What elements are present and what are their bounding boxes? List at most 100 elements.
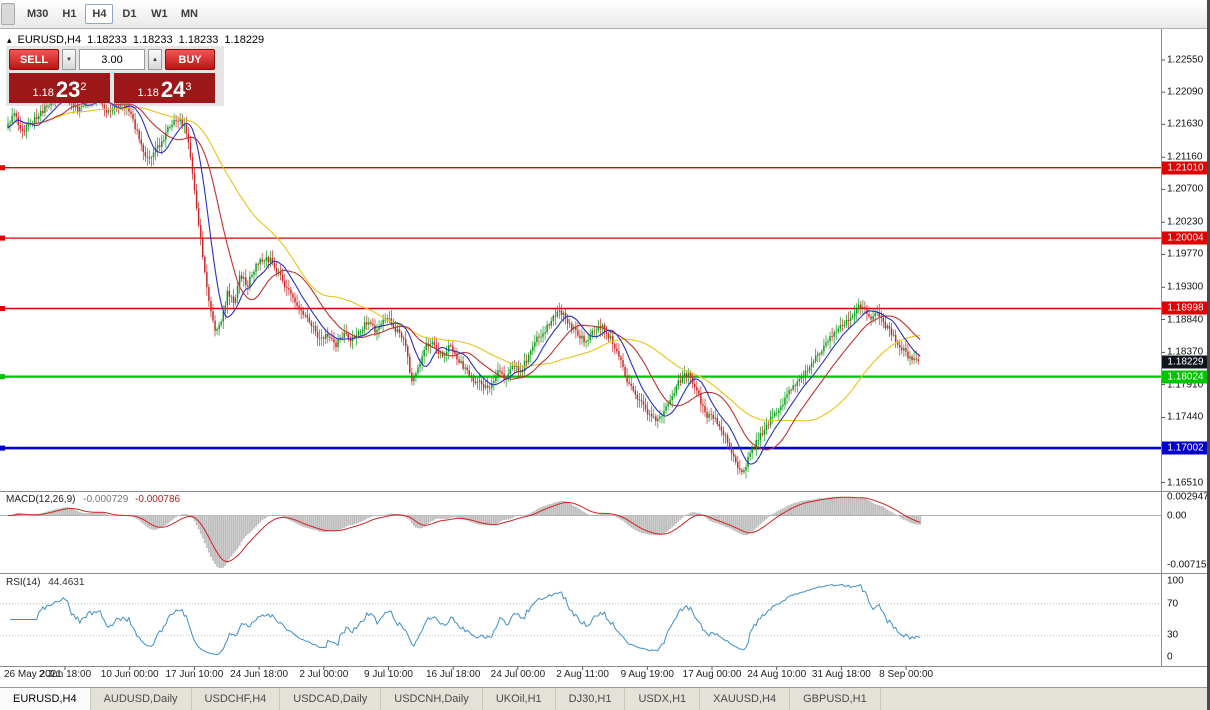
chart-tab-dj30-h1[interactable]: DJ30,H1 bbox=[556, 688, 626, 710]
time-axis-label: 9 Jul 10:00 bbox=[364, 669, 413, 680]
volume-input[interactable] bbox=[79, 49, 145, 70]
sell-button[interactable]: SELL bbox=[9, 49, 59, 70]
rsi-label-row: RSI(14) 44.4631 bbox=[6, 577, 84, 588]
price-axis-label: 1.22550 bbox=[1167, 54, 1204, 66]
level-price-badge: 1.18998 bbox=[1162, 301, 1209, 315]
time-axis-label: 16 Jul 18:00 bbox=[425, 669, 481, 680]
time-axis-label: 17 Aug 00:00 bbox=[682, 669, 742, 680]
volume-decrease-button[interactable]: ▼ bbox=[62, 49, 76, 70]
macd-main-value: -0.000729 bbox=[83, 494, 129, 505]
level-price-badge: 1.21010 bbox=[1162, 161, 1209, 175]
buy-button[interactable]: BUY bbox=[165, 49, 215, 70]
one-click-trading-panel: SELL ▼ ▲ BUY 1.18 23 2 1.18 24 3 bbox=[6, 46, 224, 106]
symbol-pointer-icon: ▴ bbox=[7, 34, 12, 45]
level-line-handle[interactable] bbox=[0, 445, 5, 451]
time-axis-label: 2 Jun 18:00 bbox=[38, 669, 92, 680]
macd-scale-label: 0.00 bbox=[1167, 510, 1187, 522]
time-axis-label: 9 Aug 19:00 bbox=[620, 669, 674, 680]
level-line-handle[interactable] bbox=[0, 165, 5, 171]
timeframe-button-partial[interactable] bbox=[1, 3, 15, 25]
bid-prefix: 1.18 bbox=[32, 87, 54, 99]
chart-tab-usdcnh-daily[interactable]: USDCNH,Daily bbox=[381, 688, 483, 710]
window-border bbox=[1207, 0, 1210, 710]
symbol-label: EURUSD,H4 bbox=[17, 34, 82, 46]
timeframe-button-w1[interactable]: W1 bbox=[145, 4, 173, 24]
rsi-scale-label: 100 bbox=[1167, 575, 1184, 587]
bear-candle-bodies bbox=[15, 91, 919, 473]
time-axis-label: 24 Aug 10:00 bbox=[747, 669, 807, 680]
chart-tab-eurusd-h4[interactable]: EURUSD,H4 bbox=[0, 688, 91, 710]
chart-tab-usdchf-h4[interactable]: USDCHF,H4 bbox=[192, 688, 281, 710]
level-line-handle[interactable] bbox=[0, 235, 5, 241]
ma-slow-yellow bbox=[7, 107, 921, 422]
price-axis-label: 1.21160 bbox=[1167, 151, 1203, 163]
price-axis-label: 1.22090 bbox=[1167, 86, 1204, 98]
sell-price-tile[interactable]: 1.18 23 2 bbox=[9, 73, 110, 103]
timeframe-toolbar: M30 H1 H4 D1 W1 MN bbox=[0, 0, 1210, 29]
macd-signal-value: -0.000786 bbox=[135, 494, 181, 505]
ohlc-low: 1.18233 bbox=[178, 34, 219, 46]
trade-prices-row: 1.18 23 2 1.18 24 3 bbox=[9, 73, 221, 103]
chart-tab-usdcad-daily[interactable]: USDCAD,Daily bbox=[280, 688, 382, 710]
macd-scale-label: -0.007151 bbox=[1167, 559, 1210, 571]
bid-pip-digit: 2 bbox=[80, 81, 87, 93]
time-axis-label: 10 Jun 00:00 bbox=[100, 669, 159, 680]
chart-tab-ukoil-h1[interactable]: UKOil,H1 bbox=[483, 688, 556, 710]
ma-fast-blue bbox=[7, 96, 921, 465]
level-price-badge: 1.17002 bbox=[1162, 441, 1209, 455]
price-axis-label: 1.19770 bbox=[1167, 248, 1204, 260]
rsi-scale-label: 30 bbox=[1167, 629, 1179, 641]
ohlc-open: 1.18233 bbox=[87, 34, 127, 46]
ma-medium-red bbox=[7, 99, 921, 451]
price-axis-label: 1.19300 bbox=[1167, 281, 1204, 293]
time-axis-label: 26 May 2021 bbox=[4, 669, 62, 680]
chart-ohlc-header: ▴ EURUSD,H4 1.18233 1.18233 1.18233 1.18… bbox=[7, 34, 264, 46]
time-axis-label: 31 Aug 18:00 bbox=[811, 669, 871, 680]
price-axis-label: 1.20700 bbox=[1167, 183, 1204, 195]
macd-signal-line bbox=[7, 496, 921, 563]
rsi-value: 44.4631 bbox=[48, 577, 85, 588]
rsi-line bbox=[10, 583, 921, 656]
time-axis-label: 2 Aug 11:00 bbox=[556, 669, 609, 680]
time-axis-label: 24 Jun 18:00 bbox=[230, 669, 289, 680]
macd-scale-label: 0.002947 bbox=[1167, 491, 1209, 503]
timeframe-button-d1[interactable]: D1 bbox=[115, 4, 143, 24]
chart-tab-gbpusd-h1[interactable]: GBPUSD,H1 bbox=[790, 688, 881, 710]
macd-label-row: MACD(12,26,9) -0.000729 -0.000786 bbox=[6, 494, 180, 505]
timeframe-button-h1[interactable]: H1 bbox=[55, 4, 83, 24]
price-axis-label: 1.16510 bbox=[1167, 477, 1204, 488]
price-axis-label: 1.18370 bbox=[1167, 346, 1204, 358]
price-axis-label: 1.17910 bbox=[1167, 379, 1204, 391]
level-line-handle[interactable] bbox=[0, 374, 5, 380]
chart-tab-audusd-daily[interactable]: AUDUSD,Daily bbox=[91, 688, 192, 710]
timeframe-button-m30[interactable]: M30 bbox=[22, 4, 53, 24]
buy-price-tile[interactable]: 1.18 24 3 bbox=[114, 73, 215, 103]
volume-increase-button[interactable]: ▲ bbox=[148, 49, 162, 70]
timeframe-button-mn[interactable]: MN bbox=[175, 4, 203, 24]
level-line-handle[interactable] bbox=[0, 306, 5, 311]
time-axis-label: 8 Sep 00:00 bbox=[879, 669, 934, 680]
ask-big-digits: 24 bbox=[160, 77, 186, 102]
ohlc-high: 1.18233 bbox=[132, 34, 173, 46]
macd-histogram bbox=[9, 496, 922, 568]
current-price-badge: 1.18229 bbox=[1162, 355, 1209, 369]
ask-pip-digit: 3 bbox=[185, 81, 192, 93]
price-axis-label: 1.18840 bbox=[1167, 314, 1204, 326]
time-axis-label: 2 Jul 00:00 bbox=[299, 669, 349, 680]
time-axis-label: 24 Jul 00:00 bbox=[490, 669, 546, 680]
rsi-scale-label: 0 bbox=[1167, 651, 1173, 663]
trade-controls-row: SELL ▼ ▲ BUY bbox=[9, 49, 221, 70]
chart-tab-usdx-h1[interactable]: USDX,H1 bbox=[625, 688, 701, 710]
chart-tabs-bar: EURUSD,H4 AUDUSD,Daily USDCHF,H4 USDCAD,Dai… bbox=[0, 687, 1210, 710]
level-price-badge: 1.18024 bbox=[1162, 370, 1209, 384]
price-axis-label: 1.21630 bbox=[1167, 118, 1204, 130]
chart-tab-xauusd-h4[interactable]: XAUUSD,H4 bbox=[700, 688, 791, 710]
macd-name: MACD(12,26,9) bbox=[6, 494, 76, 505]
ohlc-close: 1.18229 bbox=[224, 34, 265, 46]
time-axis-label: 17 Jun 10:00 bbox=[165, 669, 224, 680]
timeframe-button-h4[interactable]: H4 bbox=[85, 4, 114, 24]
level-price-badge: 1.20004 bbox=[1162, 231, 1209, 245]
price-axis-label: 1.17440 bbox=[1167, 411, 1204, 423]
